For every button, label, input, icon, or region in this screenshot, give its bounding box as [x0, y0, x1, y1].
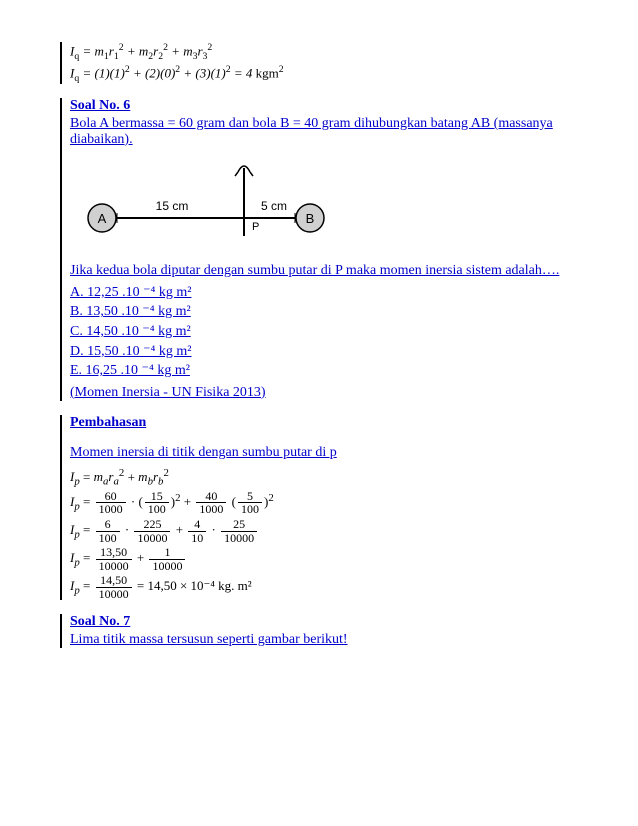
solution-6-equations: Ip = mara2 + mbrb2 Ip = 601000 · (15100)… [70, 467, 578, 601]
problem-6-source: (Momen Inersia - UN Fisika 2013) [70, 385, 266, 400]
problem-6-text: Bola A bermassa = 60 gram dan bola B = 4… [70, 116, 553, 147]
intro-block: Iq = m1r12 + m2r22 + m3r32 Iq = (1)(1)2 … [60, 42, 578, 84]
problem-7-heading: Soal No. 7 [70, 614, 130, 629]
problem-6-question: Jika kedua bola diputar dengan sumbu put… [70, 263, 559, 278]
answer-B: B. 13,50 .10 ⁻⁴ kg m² [70, 304, 191, 319]
problem-7-block: Soal No. 7 Lima titik massa tersusun sep… [60, 614, 578, 648]
solution-6-heading: Pembahasan [70, 415, 146, 430]
problem-7-text: Lima titik massa tersusun seperti gambar… [70, 632, 348, 647]
svg-text:P: P [252, 221, 259, 233]
problem-6-heading: Soal No. 6 [70, 98, 130, 113]
answer-E: E. 16,25 .10 ⁻⁴ kg m² [70, 363, 190, 378]
diagram-soal-6: A B 15 cm 5 cm P [62, 158, 342, 248]
svg-text:A: A [98, 211, 107, 226]
answer-D: D. 15,50 .10 ⁻⁴ kg m² [70, 344, 191, 359]
svg-text:5 cm: 5 cm [261, 199, 287, 213]
answer-A: A. 12,25 .10 ⁻⁴ kg m² [70, 285, 191, 300]
solution-6-block: Pembahasan Momen inersia di titik dengan… [60, 415, 578, 601]
answer-C: C. 14,50 .10 ⁻⁴ kg m² [70, 324, 191, 339]
problem-6-answers: A. 12,25 .10 ⁻⁴ kg m² B. 13,50 .10 ⁻⁴ kg… [70, 283, 578, 381]
solution-6-intro: Momen inersia di titik dengan sumbu puta… [70, 445, 337, 460]
eq1: Iq = m1r12 + m2r22 + m3r32 [70, 42, 578, 62]
svg-text:B: B [306, 211, 315, 226]
problem-6-block: Soal No. 6 Bola A bermassa = 60 gram dan… [60, 98, 578, 401]
eq2: Iq = (1)(1)2 + (2)(0)2 + (3)(1)2 = 4 kgm… [70, 64, 578, 84]
final-answer: = 14,50 × 10⁻⁴ kg. m² [137, 578, 252, 593]
svg-text:15 cm: 15 cm [156, 199, 189, 213]
